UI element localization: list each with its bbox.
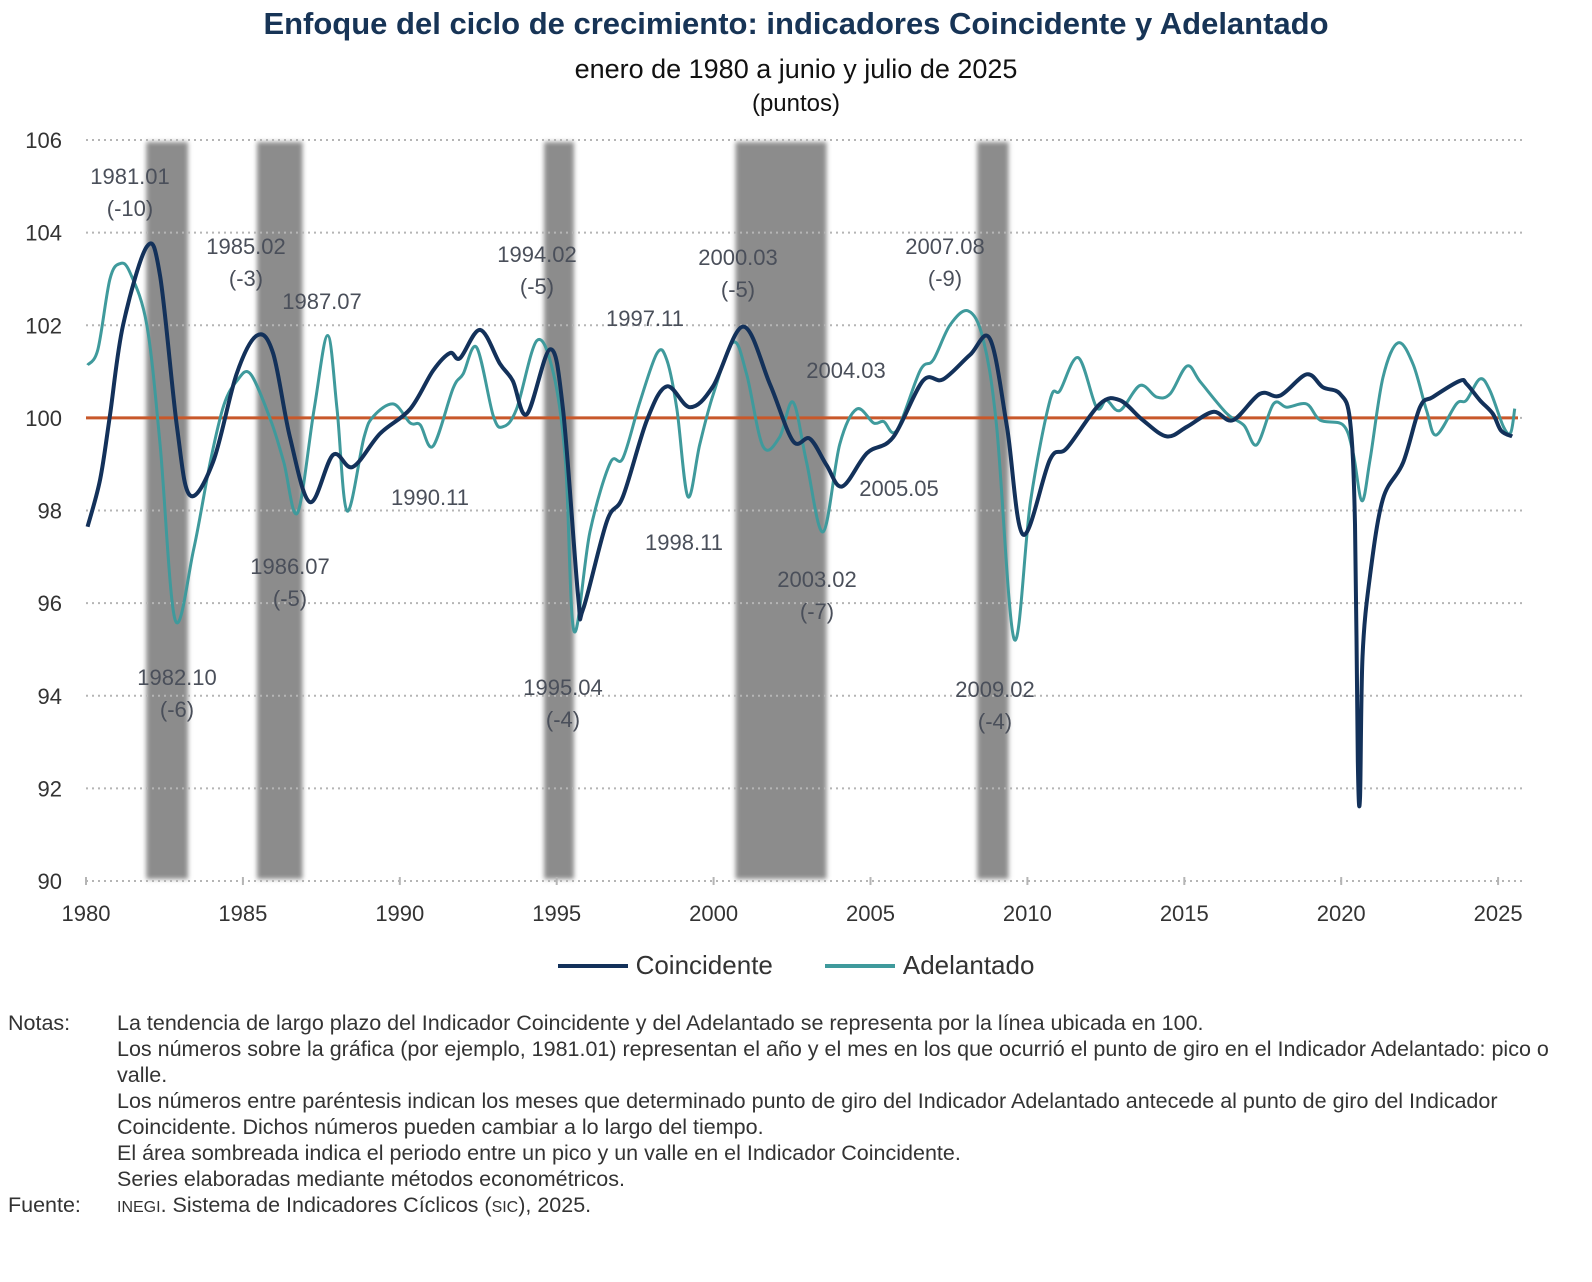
annotation-lead: (-10) [107,196,153,221]
annotation-date: 1981.01 [90,164,170,189]
annotation-date: 2003.02 [777,567,857,592]
annotation-date: 2007.08 [905,234,985,259]
source-abbr: SIC [491,1199,519,1216]
annotation-date: 2005.05 [859,476,939,501]
annotation-date: 1990.11 [391,485,469,510]
legend-label-adelantado: Adelantado [902,950,1035,980]
source-row: Fuente: INEGI. Sistema de Indicadores Cí… [8,1192,1577,1221]
notes: Notas: La tendencia de largo plazo del I… [8,1010,1577,1221]
annotation-date: 1985.02 [206,234,286,259]
chart-title: Enfoque del ciclo de crecimiento: indica… [263,6,1329,41]
source-label: Fuente: [8,1193,81,1217]
annotation-date: 1995.04 [523,675,603,700]
note-line: Los números sobre la gráfica (por ejempl… [117,1037,1549,1087]
shaded-period [735,142,827,879]
y-tick-label: 90 [38,869,62,894]
annotation-date: 1986.07 [250,554,330,579]
series-line-adelantado [86,261,1517,642]
annotation-lead: (-5) [721,277,755,302]
x-tick-label: 2020 [1317,901,1366,926]
annotation-lead: (-5) [273,586,307,611]
y-tick-label: 96 [38,591,62,616]
note-line: Los números entre paréntesis indican los… [117,1089,1498,1139]
chart-units: (puntos) [751,90,841,117]
source-org: INEGI [117,1199,161,1216]
annotation-date: 2004.03 [806,358,886,383]
y-tick-label: 98 [38,499,62,524]
x-tick-label: 1990 [375,901,424,926]
annotation-lead: (-9) [928,266,962,291]
annotation-lead: (-7) [800,599,834,624]
annotation-date: 1987.07 [282,289,362,314]
annotation-date: 1998.11 [645,530,723,555]
x-tick-label: 2015 [1160,901,1209,926]
note-line: Series elaboradas mediante métodos econo… [117,1167,625,1191]
y-tick-label: 104 [25,221,62,246]
x-tick-label: 1980 [62,901,111,926]
x-tick-label: 2010 [1003,901,1052,926]
y-tick-label: 106 [25,128,62,153]
annotation-date: 1994.02 [497,242,577,267]
y-tick-label: 102 [25,313,62,338]
legend-item-coincidente: Coincidente [557,950,773,981]
line-chart: 90 92 94 96 98 100 102 104 106 1980 1985 1990 1995 20… [25,128,1524,926]
note-line: El área sombreada indica el periodo entr… [117,1141,961,1165]
y-tick-label: 94 [38,684,62,709]
annotation-lead: (-3) [229,266,263,291]
legend: Coincidente Adelantado [0,950,1592,981]
source-text: . Sistema de Indicadores Cíclicos ( [160,1193,492,1217]
legend-swatch-adelantado [824,963,895,968]
annotation-date: 1997.11 [606,306,684,331]
annotation-lead: (-5) [520,274,554,299]
legend-item-adelantado: Adelantado [824,950,1035,981]
legend-swatch-coincidente [557,963,628,968]
y-tick-label: 100 [25,406,62,431]
x-tick-label: 1995 [532,901,581,926]
note-line: La tendencia de largo plazo del Indicado… [117,1011,1204,1035]
series-line-coincidente [85,241,1514,809]
annotation-lead: (-4) [546,707,580,732]
annotation-date: 1982.10 [137,665,217,690]
x-tick-label: 2000 [689,901,738,926]
annotation-lead: (-4) [978,709,1012,734]
annotation-date: 2000.03 [698,245,778,270]
annotation-lead: (-6) [160,697,194,722]
annotation-date: 2009.02 [955,677,1035,702]
notes-label: Notas: [8,1011,71,1035]
source-text-end: ), 2025. [518,1193,592,1217]
chart-subtitle: enero de 1980 a junio y julio de 2025 [574,54,1018,84]
x-tick-label: 1985 [218,901,267,926]
y-tick-label: 92 [38,776,62,801]
x-tick-label: 2005 [846,901,895,926]
x-tick-label: 2025 [1474,901,1523,926]
legend-label-coincidente: Coincidente [635,950,773,980]
